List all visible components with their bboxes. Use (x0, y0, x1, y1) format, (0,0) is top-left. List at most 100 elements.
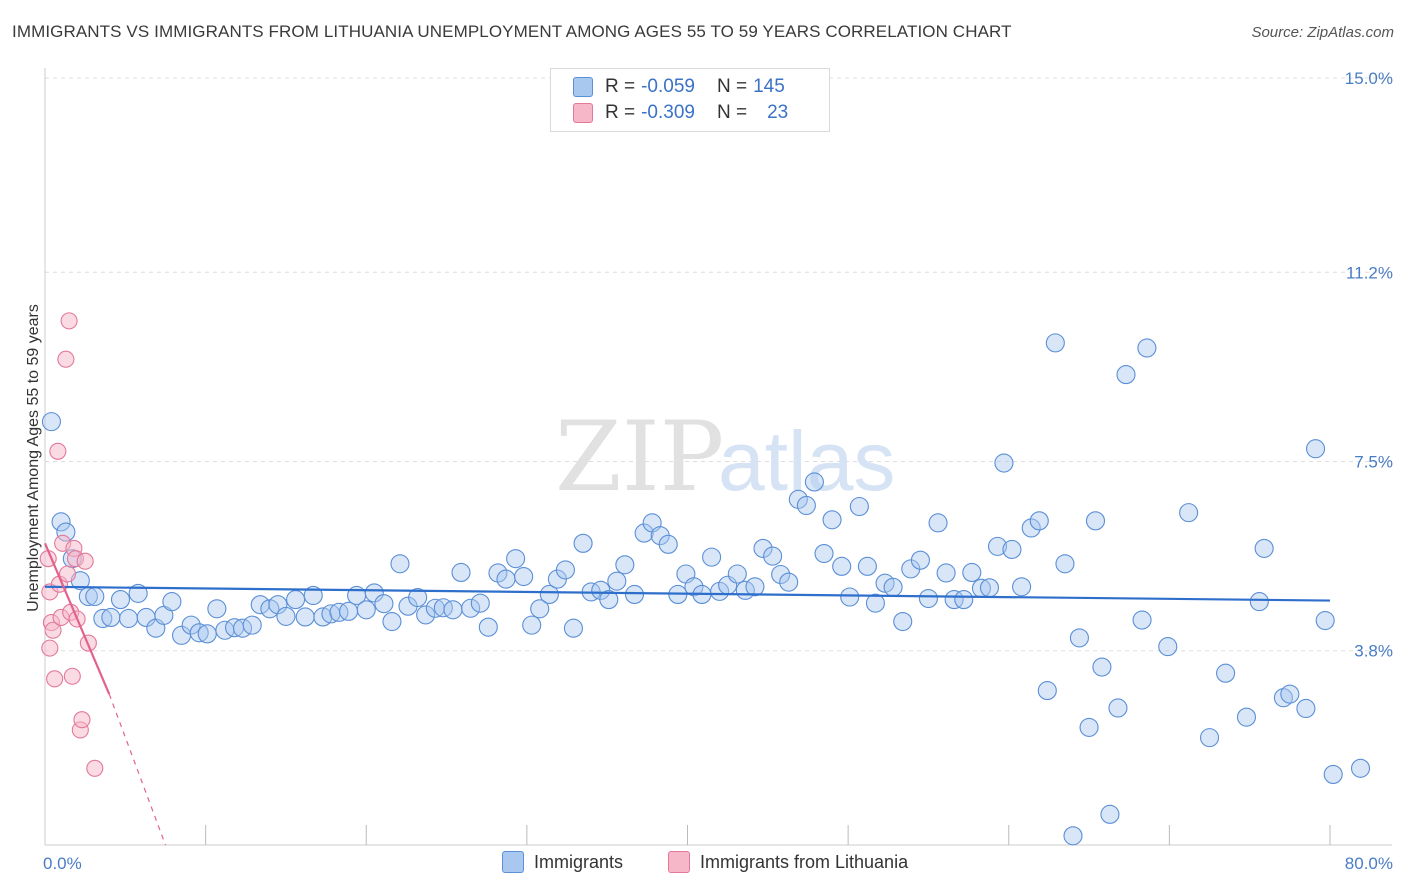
data-point-immigrants (1012, 577, 1032, 597)
data-point-immigrants (461, 598, 481, 618)
data-point-immigrants (93, 608, 113, 629)
data-point-immigrants (329, 602, 349, 622)
data-point-immigrants (1273, 688, 1293, 708)
data-point-immigrants (1315, 610, 1335, 631)
data-point-immigrants (1100, 804, 1120, 824)
data-point-immigrants (506, 549, 526, 569)
data-point-immigrants (416, 605, 436, 625)
data-point-immigrants (745, 577, 765, 597)
trend-line-lithuania-extension (108, 693, 167, 846)
data-point-immigrants (753, 538, 773, 558)
data-point-immigrants (207, 599, 227, 619)
data-point-immigrants (910, 550, 930, 570)
data-point-immigrants (1037, 681, 1057, 701)
legend-n-value: 145 (753, 76, 785, 97)
data-point-immigrants (118, 608, 139, 629)
grid-lines (45, 77, 1392, 652)
chart-title: IMMIGRANTS VS IMMIGRANTS FROM LITHUANIA … (12, 22, 1012, 41)
data-point-immigrants (408, 587, 428, 608)
data-point-immigrants (189, 623, 209, 643)
data-point-immigrants (101, 607, 121, 628)
data-point-immigrants (85, 586, 105, 607)
data-point-immigrants (702, 547, 722, 567)
data-point-lithuania (49, 442, 67, 460)
data-point-immigrants (539, 584, 559, 604)
legend-r-label: R = (605, 76, 636, 97)
data-point-immigrants (303, 585, 323, 606)
legend-n-value: 23 (767, 102, 789, 123)
trend-line-lithuania (43, 542, 111, 695)
data-point-immigrants (530, 599, 550, 619)
watermark: ZIP atlas (555, 401, 895, 513)
data-point-immigrants (1236, 707, 1257, 727)
legend-swatch-blue (573, 77, 593, 97)
x-tick-labels: 0.0% 80.0% (43, 854, 1393, 873)
legend-n-label: N = (716, 102, 748, 123)
data-point-immigrants (1132, 610, 1152, 630)
data-point-immigrants (286, 590, 306, 610)
data-point-immigrants (658, 534, 678, 554)
data-point-immigrants (1350, 758, 1371, 778)
y-tick-label: 7.5% (1354, 453, 1393, 472)
data-point-immigrants (356, 600, 376, 620)
data-point-immigrants (928, 513, 948, 533)
data-point-immigrants (615, 555, 635, 575)
data-point-immigrants (684, 577, 704, 597)
data-point-immigrants (763, 546, 783, 566)
y-axis-title: Unemployment Among Ages 55 to 59 years (25, 304, 42, 612)
data-point-immigrants (1137, 338, 1157, 358)
data-point-immigrants (478, 617, 498, 637)
data-point-immigrants (1092, 657, 1112, 677)
data-point-immigrants (433, 598, 453, 618)
x-tick-label: 0.0% (43, 854, 82, 873)
data-point-lithuania (58, 565, 77, 583)
data-point-immigrants (563, 618, 584, 638)
data-point-immigrants (1108, 698, 1128, 718)
data-point-immigrants (1296, 698, 1316, 719)
data-point-immigrants (796, 495, 816, 516)
data-point-immigrants (779, 572, 799, 592)
data-point-lithuania (76, 552, 94, 570)
legend-item-lithuania[interactable]: Immigrants from Lithuania (668, 851, 908, 873)
data-point-immigrants (364, 583, 384, 603)
data-point-immigrants (962, 562, 982, 583)
data-point-immigrants (599, 590, 619, 610)
data-point-immigrants (857, 556, 877, 576)
data-point-immigrants (1002, 539, 1022, 559)
correlation-legend: R = -0.059 N = 145 R = -0.309 N = 23 (550, 68, 830, 132)
data-point-lithuania (44, 621, 62, 639)
data-point-immigrants (822, 510, 842, 530)
data-point-immigrants (979, 578, 1000, 598)
data-point-immigrants (276, 606, 296, 626)
trend-lines (43, 542, 1331, 846)
data-point-immigrants (634, 523, 654, 543)
trend-line-immigrants (44, 585, 1331, 602)
legend-swatch-pink (573, 103, 593, 123)
data-point-immigrants (1079, 717, 1099, 737)
y-tick-label: 3.8% (1354, 642, 1393, 661)
legend-swatch-blue (502, 851, 524, 873)
data-point-immigrants (865, 593, 885, 613)
legend-item-immigrants[interactable]: Immigrants (502, 851, 623, 873)
series-immigrants (41, 333, 1371, 846)
data-point-immigrants (771, 564, 791, 585)
legend-r-label: R = (605, 102, 636, 123)
data-point-immigrants (1116, 365, 1136, 385)
data-point-lithuania (46, 670, 64, 688)
data-point-immigrants (295, 607, 315, 627)
watermark-zip: ZIP (555, 401, 724, 513)
data-point-immigrants (496, 569, 516, 589)
watermark-atlas: atlas (718, 414, 895, 508)
source-credit: Source: ZipAtlas.com (1251, 24, 1394, 41)
data-point-immigrants (1158, 637, 1178, 657)
data-point-immigrants (514, 566, 534, 587)
data-point-immigrants (936, 563, 956, 583)
data-point-lithuania (60, 312, 78, 330)
legend-row-immigrants: R = -0.059 N = 145 (573, 75, 785, 99)
data-point-immigrants (1021, 518, 1041, 538)
data-point-immigrants (918, 588, 938, 609)
data-point-immigrants (849, 496, 869, 517)
data-point-immigrants (893, 611, 913, 632)
data-point-immigrants (181, 615, 201, 635)
data-point-immigrants (1045, 333, 1065, 353)
